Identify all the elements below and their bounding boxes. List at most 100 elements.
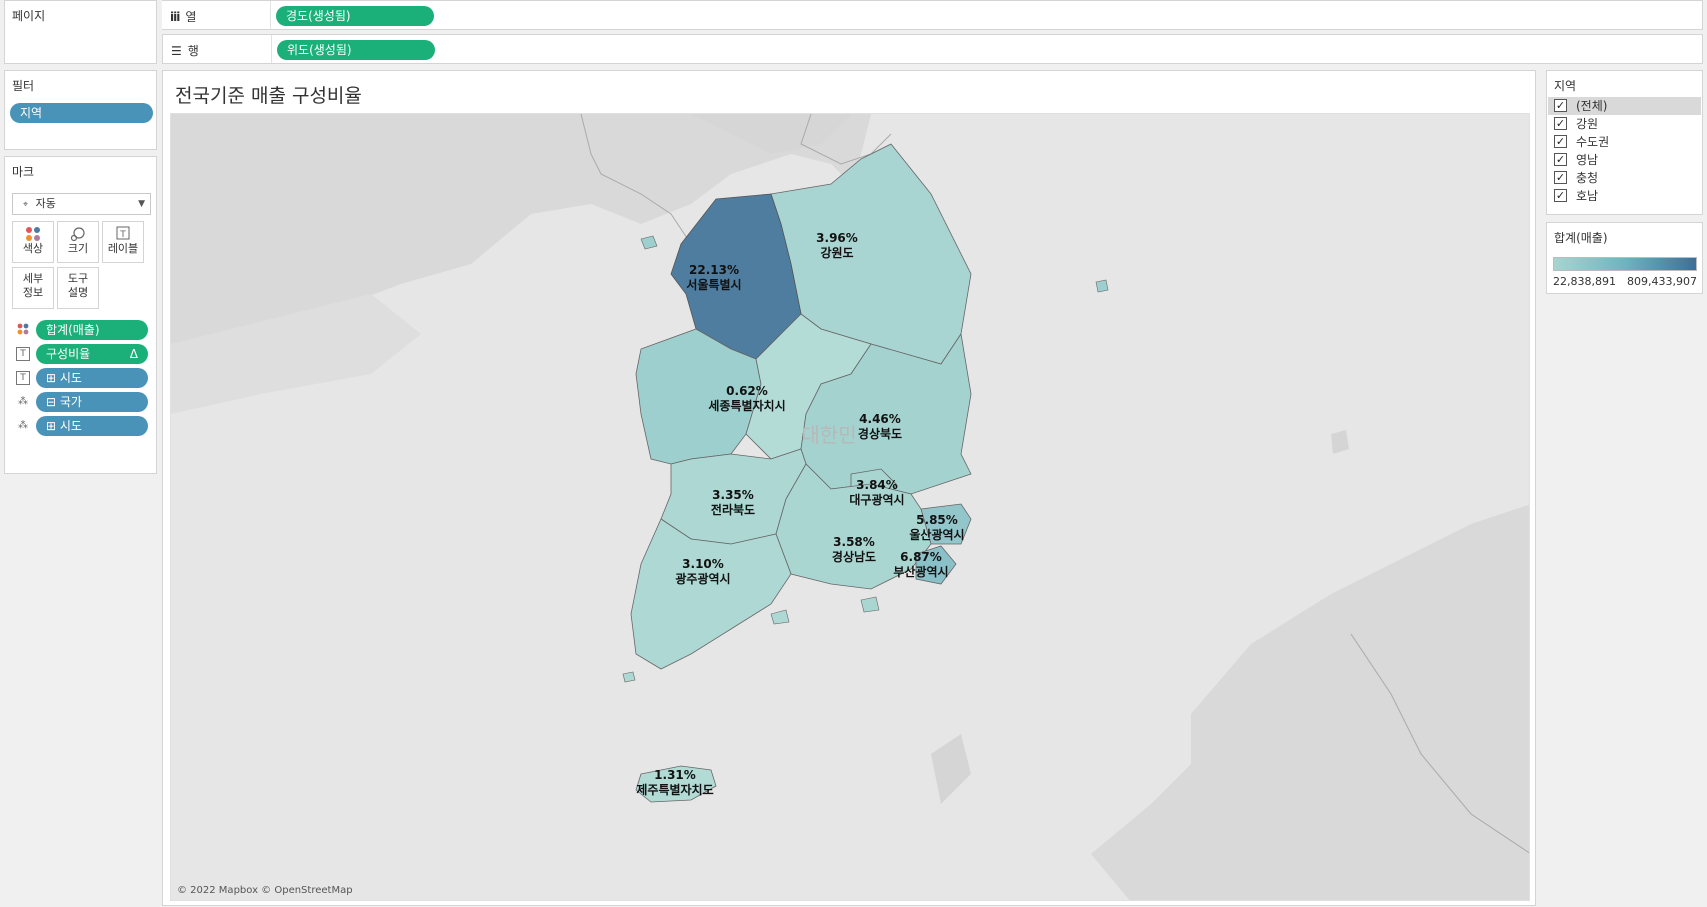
tooltip-button[interactable]: 도구 설명 <box>57 267 99 309</box>
field-pill[interactable]: ⊞ 시도 <box>36 416 148 436</box>
field-pill[interactable]: 구성비율 Δ <box>36 344 148 364</box>
filter-item-label: 호남 <box>1576 189 1599 203</box>
rows-icon: ☰ <box>171 44 182 58</box>
rows-shelf[interactable]: ☰ 행 위도(생성됨) <box>162 34 1703 64</box>
label-seoul-pct: 22.13% <box>689 263 739 277</box>
label-gwangju-pct: 3.10% <box>682 557 724 571</box>
filter-item-all[interactable]: ✓ (전체) <box>1548 97 1701 115</box>
island-ulleung <box>1095 279 1109 293</box>
label-daegu: 3.84% 대구광역시 <box>849 478 904 507</box>
checkbox[interactable]: ✓ <box>1554 135 1567 148</box>
map-attribution[interactable]: © 2022 Mapbox © OpenStreetMap <box>177 885 353 896</box>
filter-item-label: 충청 <box>1576 171 1599 185</box>
pages-title: 페이지 <box>12 9 46 23</box>
label-jeju: 1.31% 제주특별자치도 <box>636 768 713 797</box>
checkbox[interactable]: ✓ <box>1554 153 1567 166</box>
field-pill[interactable]: ⊞ 시도 <box>36 368 148 388</box>
island <box>860 596 880 613</box>
text-icon: T <box>16 347 30 361</box>
columns-shelf-label: iii 열 <box>170 10 197 24</box>
label-gwangju: 3.10% 광주광역시 <box>675 557 730 586</box>
longitude-pill[interactable]: 경도(생성됨) <box>276 6 434 26</box>
checkbox[interactable]: ✓ <box>1554 171 1567 184</box>
filter-item-label: (전체) <box>1576 99 1608 113</box>
text-icon: T <box>16 371 30 385</box>
north-land <box>691 114 851 154</box>
color-icon <box>13 222 53 242</box>
west-land <box>171 294 421 414</box>
size-button[interactable]: 크기 <box>57 221 99 263</box>
filter-item-label: 수도권 <box>1576 135 1610 149</box>
label-sejong-name: 세종특별자치시 <box>708 398 785 413</box>
mark-type-icon: ⌖ <box>23 200 29 210</box>
color-button[interactable]: 색상 <box>12 221 54 263</box>
label-jeonbuk: 3.35% 전라북도 <box>711 488 755 517</box>
field-pill-label: 구성비율 <box>46 347 91 361</box>
island <box>640 235 658 250</box>
map-canvas[interactable]: 대한민 22.13% 서울특별시 3.96% 강원도 0.62% 세종특별자치시… <box>171 114 1530 901</box>
island <box>770 609 790 625</box>
map[interactable]: 대한민 22.13% 서울특별시 3.96% 강원도 0.62% 세종특별자치시… <box>170 113 1530 901</box>
label-seoul: 22.13% 서울특별시 <box>686 263 741 292</box>
chevron-down-icon: ▼ <box>138 199 145 209</box>
latitude-pill[interactable]: 위도(생성됨) <box>277 40 435 60</box>
detail-button[interactable]: 세부 정보 <box>12 267 54 309</box>
text-icon: T <box>103 222 143 242</box>
filter-item-gangwon[interactable]: ✓ 강원 <box>1548 115 1701 133</box>
map-background-label: 대한민 <box>801 423 856 447</box>
checkbox[interactable]: ✓ <box>1554 99 1567 112</box>
label-busan-name: 부산광역시 <box>893 564 948 579</box>
label-jeonbuk-pct: 3.35% <box>712 488 754 502</box>
field-pill[interactable]: ⊟ 국가 <box>36 392 148 412</box>
label-button[interactable]: T 레이블 <box>102 221 144 263</box>
label-button-label: 레이블 <box>107 242 139 255</box>
label-daegu-pct: 3.84% <box>856 478 898 492</box>
mark-field-sido-label[interactable]: T ⊞ 시도 <box>12 368 152 388</box>
mark-type-dropdown[interactable]: ⌖ 자동 ▼ <box>12 193 151 215</box>
label-gyeongnam-name: 경상남도 <box>832 549 876 564</box>
label-gyeongbuk: 4.46% 경상북도 <box>858 412 902 441</box>
region-filter-title: 지역 <box>1554 79 1577 93</box>
filter-item-capital[interactable]: ✓ 수도권 <box>1548 133 1701 151</box>
shelf-divider <box>270 1 271 29</box>
legend-gradient-bar <box>1553 257 1697 271</box>
mark-field-composition-ratio[interactable]: T 구성비율 Δ <box>12 344 152 364</box>
filter-item-honam[interactable]: ✓ 호남 <box>1548 187 1701 205</box>
label-ulsan-name: 울산광역시 <box>909 527 964 542</box>
filter-item-yeongnam[interactable]: ✓ 영남 <box>1548 151 1701 169</box>
checkbox[interactable]: ✓ <box>1554 117 1567 130</box>
mark-type-value: 자동 <box>35 197 56 210</box>
mark-field-sum-sales[interactable]: 합계(매출) <box>12 320 152 340</box>
filters-shelf: 필터 지역 <box>4 70 157 150</box>
label-gyeongnam-pct: 3.58% <box>833 535 875 549</box>
label-daegu-name: 대구광역시 <box>849 492 904 507</box>
columns-shelf[interactable]: iii 열 경도(생성됨) <box>162 0 1703 30</box>
field-pill[interactable]: 합계(매출) <box>36 320 148 340</box>
mark-field-sido-detail[interactable]: ⁂ ⊞ 시도 <box>12 416 152 436</box>
legend-min-value: 22,838,891 <box>1553 275 1616 288</box>
region-jeju[interactable] <box>635 765 717 803</box>
color-button-label: 색상 <box>22 242 44 255</box>
region-gwangju[interactable] <box>630 518 792 670</box>
checkbox[interactable]: ✓ <box>1554 189 1567 202</box>
size-icon <box>58 222 98 242</box>
color-legend: 합계(매출) 22,838,891 809,433,907 <box>1546 222 1703 294</box>
filter-item-chungcheong[interactable]: ✓ 충청 <box>1548 169 1701 187</box>
filter-item-label: 영남 <box>1576 153 1599 167</box>
mark-field-country[interactable]: ⁂ ⊟ 국가 <box>12 392 152 412</box>
label-ulsan: 5.85% 울산광역시 <box>909 513 964 542</box>
label-ulsan-pct: 5.85% <box>916 513 958 527</box>
label-sejong: 0.62% 세종특별자치시 <box>708 384 785 413</box>
region-busan[interactable] <box>915 545 957 585</box>
color-icon <box>16 323 30 337</box>
marks-card: 마크 ⌖ 자동 ▼ 색상 크기 T 레이블 세부 정보 도구 설명 합계(매출)… <box>4 156 157 474</box>
tooltip-button-label: 도구 설명 <box>67 272 89 299</box>
svg-text:T: T <box>119 230 126 240</box>
size-button-label: 크기 <box>67 242 89 255</box>
pages-shelf[interactable]: 페이지 <box>4 0 157 64</box>
detail-icon: ⁂ <box>18 420 28 431</box>
rows-shelf-label: ☰ 행 <box>171 44 199 58</box>
japan-land <box>1091 504 1529 900</box>
label-jeju-name: 제주특별자치도 <box>636 782 713 797</box>
filter-pill-region[interactable]: 지역 <box>10 103 153 123</box>
